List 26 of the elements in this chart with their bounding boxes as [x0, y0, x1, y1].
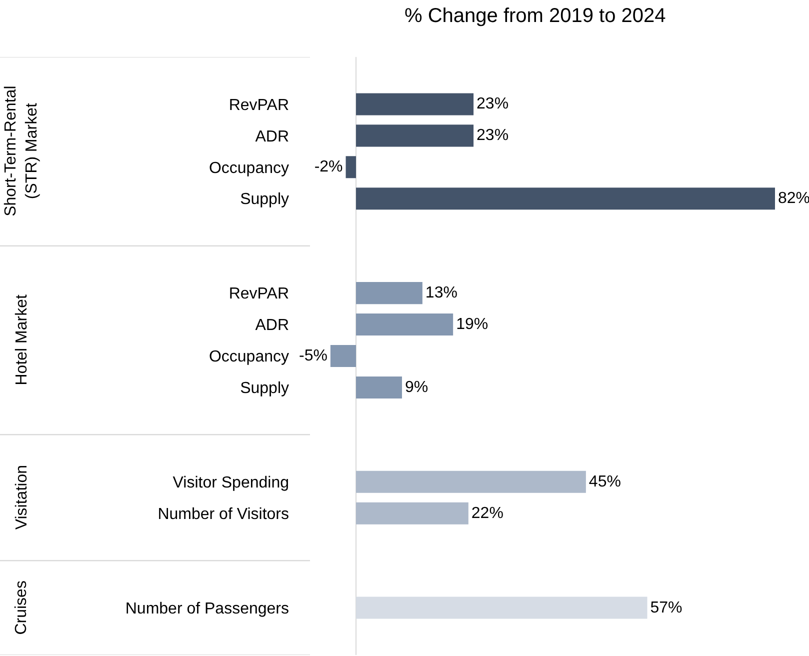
- y-tick-label: ADR: [255, 317, 289, 334]
- y-tick-label: Supply: [240, 380, 289, 398]
- y-tick-label: RevPAR: [228, 286, 289, 303]
- y-tick-label: Occupancy: [208, 348, 289, 366]
- data-label: 9%: [404, 378, 428, 396]
- text: Cruises: [13, 580, 30, 635]
- data-label: 22%: [471, 504, 504, 522]
- data-label: 23%: [476, 127, 509, 144]
- y-tick-label: RevPAR: [228, 96, 289, 114]
- y-tick-label: Number of Passengers: [125, 600, 289, 618]
- chart-title: % Change from 2019 to 2024: [404, 5, 666, 27]
- data-label: 13%: [425, 284, 458, 302]
- text: Hotel Market: [14, 294, 31, 386]
- data-label: 23%: [476, 96, 509, 113]
- y-tick-label: ADR: [255, 128, 289, 146]
- y-tick-label: Visitor Spending: [172, 474, 289, 492]
- data-label: 19%: [456, 316, 488, 334]
- y-tick-label: Number of Visitors: [158, 506, 289, 523]
- data-label: -5%: [298, 348, 328, 364]
- text: Short-Term-Rental (STR) Market: [2, 86, 40, 216]
- data-label: 57%: [650, 599, 682, 616]
- text: Visitation: [13, 464, 30, 530]
- data-label: 45%: [588, 473, 621, 490]
- y-tick-label: Occupancy: [208, 160, 289, 177]
- data-label: -2%: [314, 158, 343, 176]
- y-tick-label: Supply: [240, 191, 289, 208]
